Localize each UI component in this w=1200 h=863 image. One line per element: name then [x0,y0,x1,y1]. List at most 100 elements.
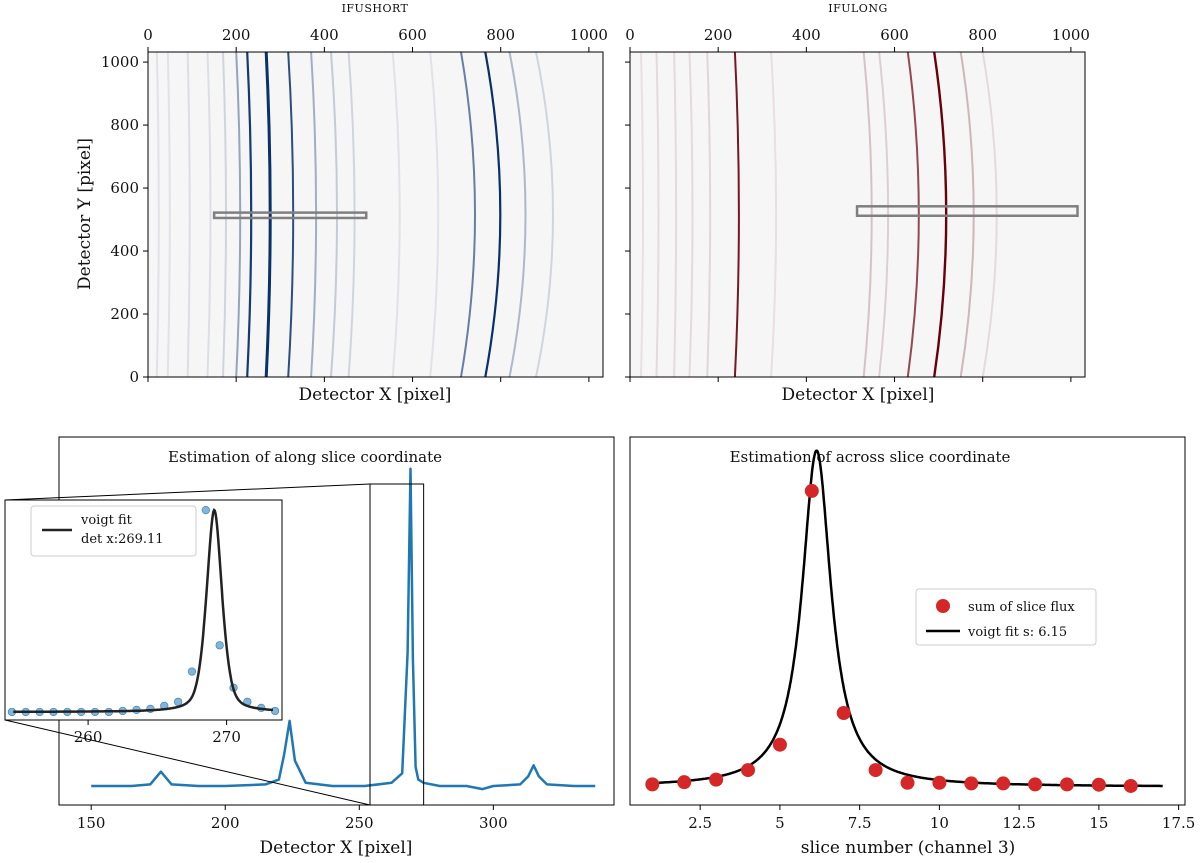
across-point-11 [996,776,1011,791]
ifushort-title: IFUSHORT [342,2,409,15]
across-point-10 [964,776,979,791]
across-point-5 [804,483,819,498]
ifushort-xtick-label-800: 800 [486,26,515,44]
ifushort-line-6 [246,51,253,378]
ifushort-line-15 [484,51,502,378]
ifushort-ytick-label-600: 600 [110,179,139,197]
ifulong-line-11 [959,51,975,378]
inset-x-ticks: 260 270 [74,720,241,746]
zoom-connector-top [4,483,371,501]
ifushort-line-3 [206,51,212,378]
ifulong-line-0 [640,51,644,378]
across-point-4 [772,737,787,752]
ifushort-ytick-label-1000: 1000 [101,53,139,71]
across-axes-frame [629,436,1186,806]
across-xtick-label-17.5: 17.5 [1162,814,1195,832]
ifushort-line-5 [235,51,242,378]
ifushort-line-8 [287,51,295,378]
ifushort-ytick-label-400: 400 [110,242,139,260]
ifushort-ytick-label-200: 200 [110,305,139,323]
across-point-8 [900,775,915,790]
ifulong-line-2 [673,51,678,378]
across-legend-marker [936,599,950,613]
across-title: Estimation of across slice coordinate [730,448,1011,466]
across-point-14 [1091,777,1106,792]
ifushort-line-17 [535,51,554,378]
ifulong-x-ticks: 0 200 400 600 800 1000 [625,26,1090,382]
along-xtick-label-200: 200 [211,814,240,832]
ifulong-x-label: Detector X [pixel] [782,385,935,405]
across-xtick-label-15: 15 [1089,814,1108,832]
ifulong-line-5 [733,51,740,378]
across-xtick-label-7.5: 7.5 [848,814,872,832]
inset-legend: voigt fit det x:269.11 [30,505,197,557]
ifushort-axes-frame [147,51,604,378]
across-data-points [645,483,1138,793]
along-inset: 260 270 voigt fit det x:269.11 [4,499,283,746]
ifushort-ytick-label-800: 800 [110,116,139,134]
panel-across-slice: Estimation of across slice coordinate 2.… [629,436,1195,858]
ifushort-line-16 [508,51,527,378]
along-title: Estimation of along slice coordinate [168,448,442,466]
panel-along-slice: Estimation of along slice coordinate 150… [4,436,615,858]
along-xtick-label-150: 150 [77,814,106,832]
inset-point-14 [201,505,210,515]
ifushort-line-7 [264,51,272,378]
along-series-line [91,467,596,791]
ifulong-line-1 [655,51,660,378]
ifulong-line-9 [906,51,920,378]
ifushort-x-ticks: 0 200 400 600 800 1000 [143,26,608,382]
ifulong-title: IFULONG [828,2,887,15]
ifushort-y-label: Detector Y [pixel] [75,138,95,290]
inset-point-13 [187,667,197,676]
across-point-12 [1028,777,1043,792]
inset-legend-box [30,505,197,557]
ifushort-xtick-label-1000: 1000 [570,26,608,44]
ifushort-xtick-label-200: 200 [222,26,251,44]
ifushort-line-0 [155,51,160,378]
inset-xtick-label-260: 260 [74,728,103,746]
across-x-ticks: 2.5 5 7.5 10 12.5 15 17.5 [688,805,1195,832]
across-voigt-fit-line [652,449,1163,788]
panel-ifushort: IFUSHORT 0 200 400 600 800 1000 0 200 400 600 800… [75,2,608,405]
ifulong-line-3 [688,51,694,378]
across-legend-label-2: voigt fit s: 6.15 [967,625,1067,640]
ifulong-line-6 [770,51,778,378]
ifulong-y-ticks [625,61,630,378]
panel-ifulong: IFULONG 0 200 400 600 800 1000 Detector X [pi… [625,2,1090,405]
across-legend: sum of slice flux voigt fit s: 6.15 [915,588,1097,646]
along-x-ticks: 150 200 250 300 [77,805,508,832]
ifushort-line-13 [429,51,440,378]
across-x-label: slice number (channel 3) [801,838,1016,858]
across-xtick-label-12.5: 12.5 [1002,814,1035,832]
ifulong-xtick-label-800: 800 [968,26,997,44]
along-zoom-box [369,483,425,806]
ifulong-line-4 [706,51,712,378]
across-point-13 [1059,777,1074,792]
inset-legend-label-2: det x:269.11 [81,532,164,547]
ifulong-xtick-label-600: 600 [880,26,909,44]
across-point-1 [677,775,692,790]
ifulong-line-8 [878,51,890,378]
ifushort-line-2 [186,51,191,378]
ifushort-background [148,52,603,377]
ifushort-xtick-label-600: 600 [398,26,427,44]
ifulong-line-7 [862,51,873,378]
ifushort-line-14 [460,51,476,378]
inset-voigt-fit-line [13,507,273,714]
ifulong-line-12 [981,51,998,378]
ifulong-spectral-lines [640,51,998,378]
across-point-0 [645,777,660,792]
across-xtick-label-10: 10 [930,814,949,832]
across-point-15 [1123,778,1138,793]
across-point-7 [868,763,883,778]
along-xtick-label-300: 300 [479,814,508,832]
across-legend-box [915,588,1097,646]
ifulong-axes-frame [629,51,1086,378]
across-point-3 [741,763,756,778]
inset-xtick-label-270: 270 [212,728,241,746]
ifulong-xtick-label-400: 400 [792,26,821,44]
ifushort-xtick-label-0: 0 [143,26,153,44]
inset-legend-label-1: voigt fit [80,513,133,528]
